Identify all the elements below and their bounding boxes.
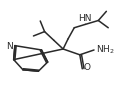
Text: O: O (84, 63, 90, 72)
Text: HN: HN (78, 14, 92, 23)
Text: N: N (6, 42, 13, 51)
Text: NH$_2$: NH$_2$ (96, 43, 114, 56)
